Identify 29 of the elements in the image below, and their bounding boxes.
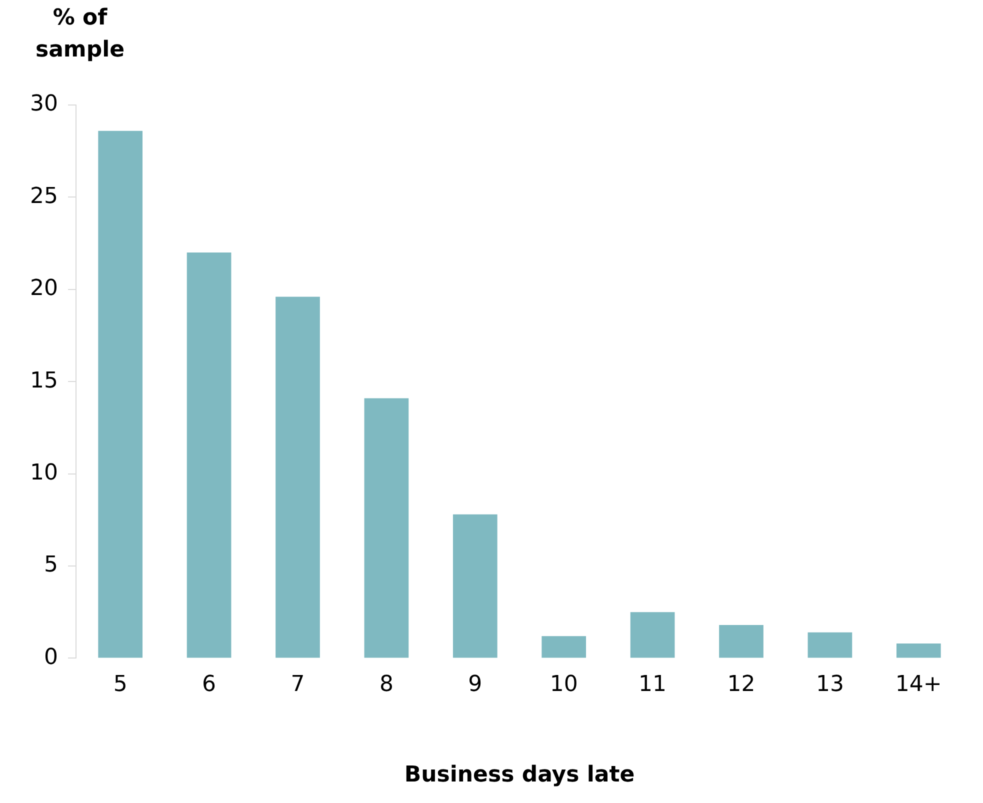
x-axis-title: Business days late bbox=[404, 762, 635, 788]
x-tick-label: 7 bbox=[290, 672, 305, 698]
bar bbox=[896, 643, 941, 658]
bar bbox=[808, 632, 852, 658]
y-axis-title: % of sample bbox=[35, 6, 125, 63]
bar bbox=[276, 296, 320, 658]
bar bbox=[719, 625, 764, 658]
y-tick-label: 0 bbox=[44, 644, 58, 670]
x-tick-label: 6 bbox=[202, 672, 216, 698]
x-tick-label: 8 bbox=[379, 672, 394, 698]
bar bbox=[630, 612, 675, 658]
bar bbox=[452, 514, 498, 658]
x-tick-label: 10 bbox=[550, 672, 578, 698]
y-tick-label: 20 bbox=[30, 276, 58, 302]
y-tick-label: 25 bbox=[30, 184, 58, 209]
bar bbox=[364, 398, 409, 658]
x-tick-label: 14+ bbox=[895, 672, 942, 698]
y-tick-label: 10 bbox=[30, 460, 58, 486]
bar bbox=[186, 252, 232, 658]
y-tick-label: 30 bbox=[30, 92, 58, 117]
bar bbox=[98, 130, 143, 658]
x-tick-label: 12 bbox=[727, 672, 756, 698]
bar bbox=[542, 636, 586, 658]
x-tick-label: 13 bbox=[816, 672, 844, 698]
x-tick-label: 9 bbox=[468, 672, 482, 698]
y-tick-label: 15 bbox=[30, 368, 58, 394]
x-tick-label: 11 bbox=[638, 672, 667, 698]
y-tick-label: 5 bbox=[44, 552, 58, 578]
x-tick-label: 5 bbox=[113, 672, 128, 698]
